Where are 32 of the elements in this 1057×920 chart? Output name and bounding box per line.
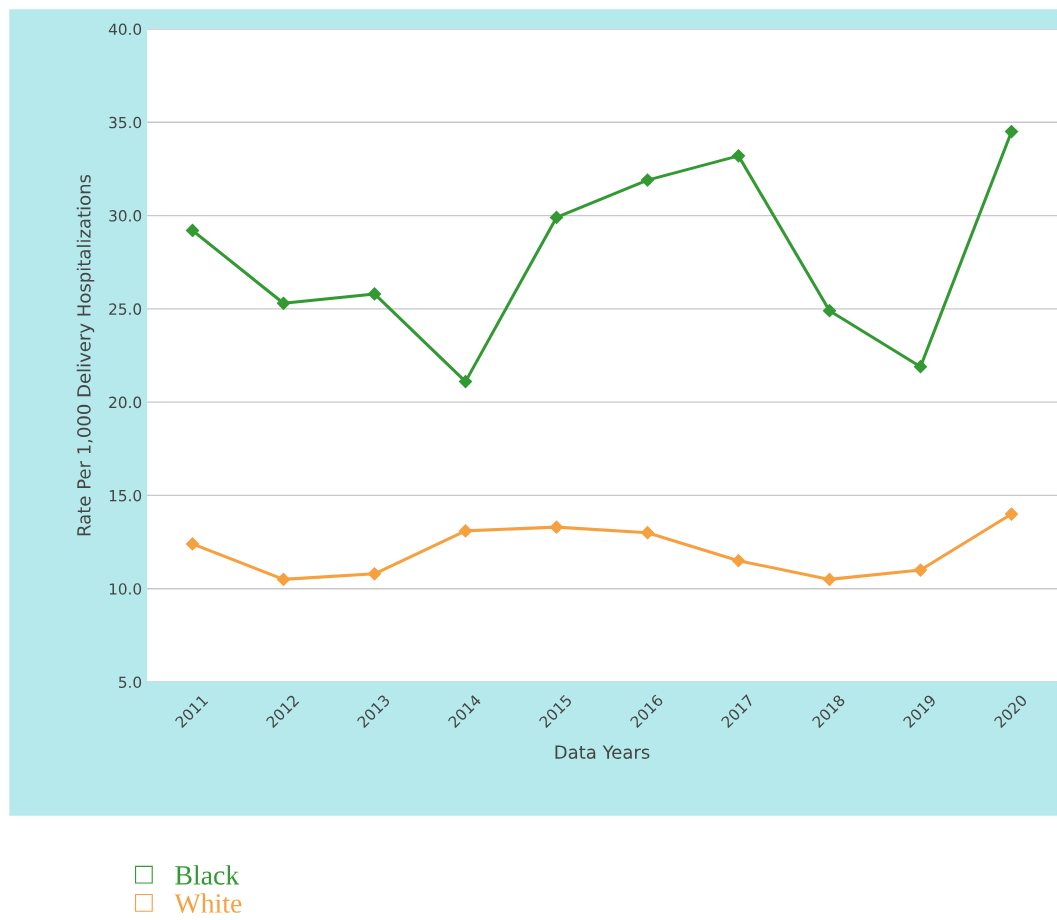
point (731, 554, 746, 568)
point (458, 524, 473, 538)
point (458, 375, 473, 389)
y-tick-label: 25.0 (109, 303, 142, 315)
y-tick-label: 35.0 (109, 116, 142, 129)
point (822, 304, 837, 318)
y-tick-label: 5.0 (119, 676, 142, 689)
y-tick-label: 20.0 (109, 396, 142, 409)
point (276, 296, 291, 310)
point (913, 563, 928, 577)
point (640, 526, 655, 540)
point (185, 537, 200, 551)
point (640, 173, 655, 187)
y-tick-label: 30.0 (109, 210, 142, 222)
point (549, 210, 564, 225)
point (367, 287, 382, 301)
point (731, 149, 746, 163)
point (913, 360, 928, 374)
point (276, 572, 291, 586)
legend-label: Black (175, 865, 240, 885)
point (822, 572, 837, 586)
point (185, 223, 200, 238)
legend-label: White (174, 893, 242, 913)
point (1004, 507, 1019, 521)
x-axis-title: Data Years (555, 745, 650, 759)
point (1004, 125, 1019, 139)
point (367, 567, 382, 581)
y-tick-label: 40.0 (108, 23, 142, 36)
y-axis-title: Rate Per 1,000 Delivery Hospitalizations (76, 174, 95, 536)
y-tick-label: 15.0 (109, 489, 142, 502)
y-tick-label: 10.0 (109, 583, 142, 595)
point (549, 520, 564, 534)
